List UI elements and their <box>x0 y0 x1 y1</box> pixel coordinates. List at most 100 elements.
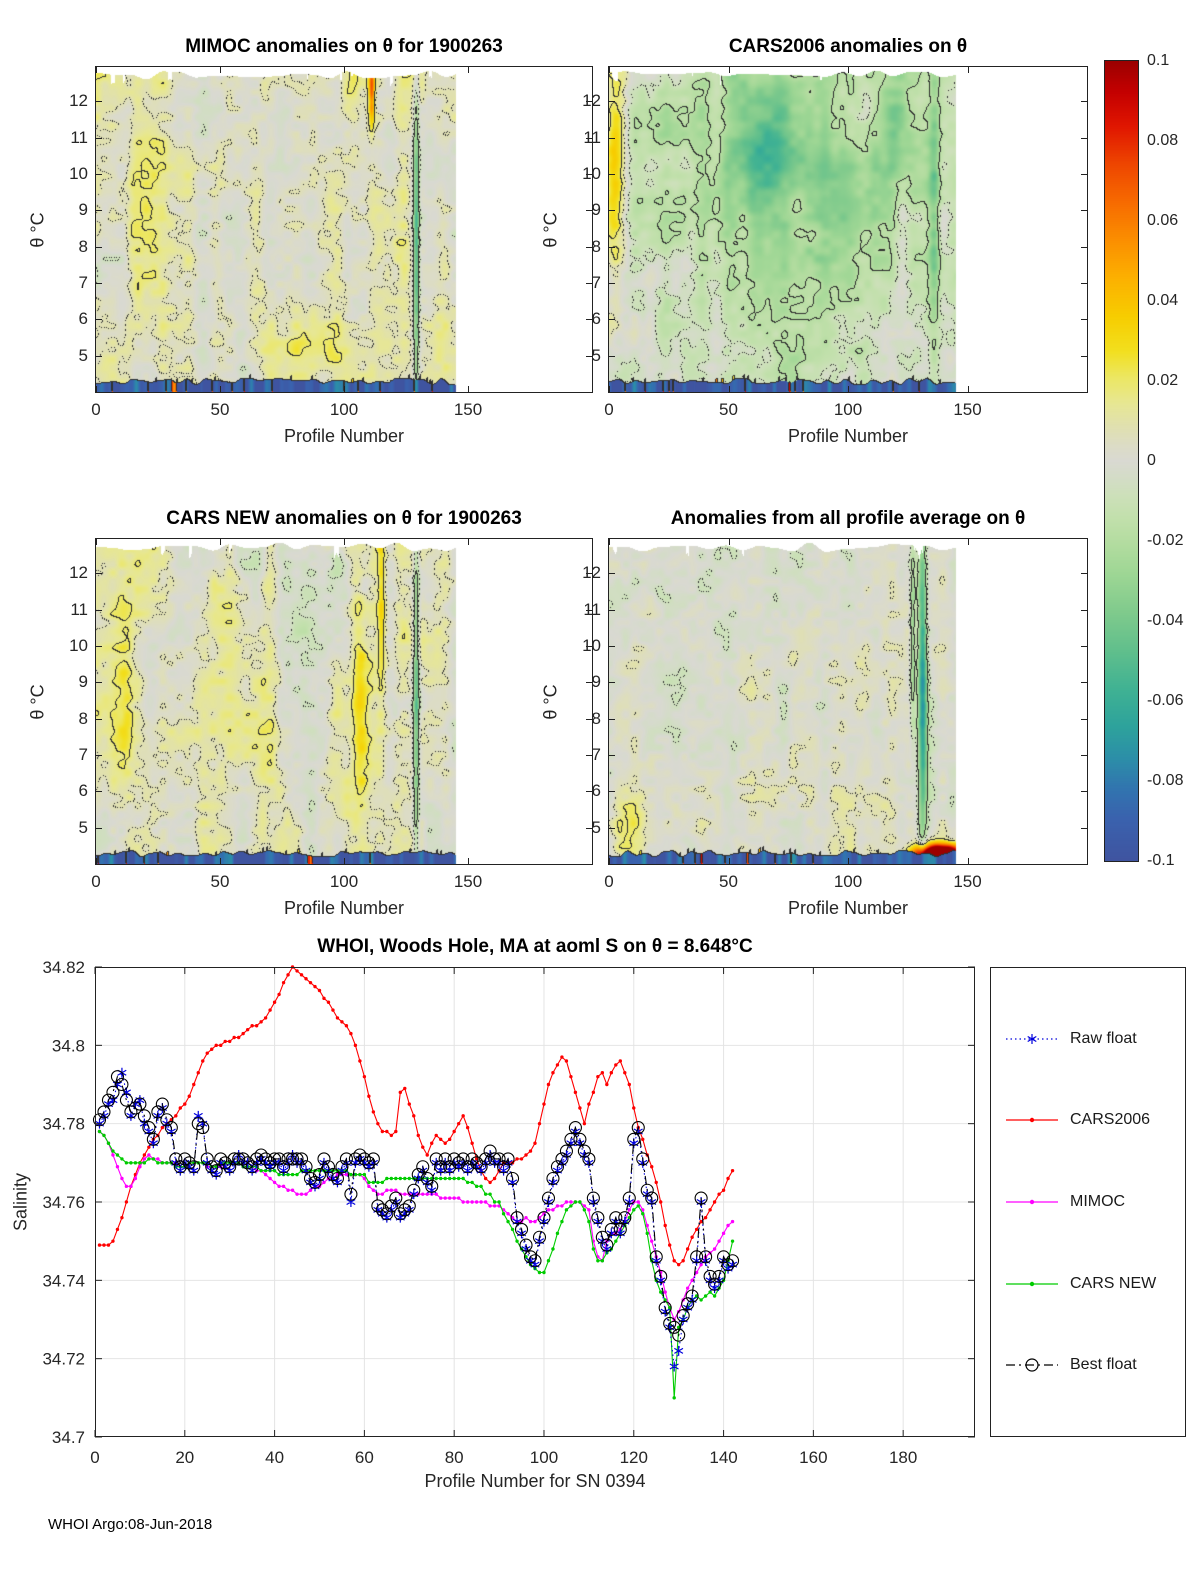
y-tick-label: 11 <box>583 127 601 147</box>
colorbar-tick-label: 0.08 <box>1147 132 1179 149</box>
legend-label: Best float <box>1070 1356 1137 1374</box>
x-tick-mark <box>96 386 97 392</box>
y-tick-mark <box>1081 283 1087 285</box>
legend-item-raw-float: Raw float <box>1003 1026 1179 1052</box>
y-tick-mark <box>96 718 102 720</box>
y-tick-label: 5 <box>78 345 88 365</box>
panel-title: CARS2006 anomalies on θ <box>728 36 968 57</box>
colorbar-tick-label: -0.1 <box>1147 852 1175 869</box>
y-tick-mark <box>586 101 592 103</box>
x-tick-mark <box>848 386 849 392</box>
chart-legend: Raw float CARS2006 MIMOC CARS NEW Best float <box>990 967 1186 1437</box>
contour-canvas <box>609 67 1087 392</box>
y-tick-mark <box>1081 609 1087 611</box>
legend-sample-dot-icon <box>1006 1118 1058 1123</box>
x-tick-mark <box>609 858 610 864</box>
series-line-cars2006 <box>99 966 734 1266</box>
y-tick-label: 5 <box>591 817 601 837</box>
plot-border <box>95 967 975 1437</box>
y-tick-mark <box>586 682 592 684</box>
y-tick-label: 11 <box>70 127 88 147</box>
x-tick-mark <box>96 539 97 545</box>
x-tick-label: 0 <box>91 872 101 891</box>
y-tick-mark <box>586 246 592 248</box>
y-tick-mark <box>96 355 102 357</box>
y-tick-mark <box>609 682 615 684</box>
series-markers-asterisk <box>94 1067 738 1372</box>
salinity-chart: WHOI, Woods Hole, MA at aoml S on θ = 8.… <box>11 936 975 1491</box>
x-tick-mark <box>96 858 97 864</box>
x-axis-label: Profile Number <box>787 426 909 446</box>
y-tick-label: 9 <box>78 672 88 692</box>
x-tick-mark <box>728 539 730 545</box>
y-tick-label: 12 <box>582 91 601 111</box>
legend-item-cars-new: CARS NEW <box>1003 1271 1179 1297</box>
y-tick-mark <box>96 573 102 575</box>
x-tick-mark <box>220 67 221 73</box>
y-tick-mark <box>1081 646 1087 648</box>
x-tick-mark <box>967 67 969 73</box>
x-tick-mark <box>728 858 730 864</box>
colorbar-gradient <box>1105 61 1138 861</box>
legend-sample-dot-icon <box>1006 1281 1058 1286</box>
x-tick-label: 100 <box>833 872 863 891</box>
x-tick-label: 0 <box>604 872 614 891</box>
y-tick-mark <box>609 101 615 103</box>
x-tick-mark <box>848 858 849 864</box>
x-tick-label: 120 <box>620 1448 648 1467</box>
x-tick-mark <box>848 539 849 545</box>
x-tick-label: 40 <box>265 1448 284 1467</box>
x-tick-mark <box>728 386 730 392</box>
y-tick-mark <box>609 319 615 321</box>
x-tick-mark <box>609 67 610 73</box>
plot-area: 0 20 40 60 80 100 120 140 160 180 34.7 34.72 34.74 34… <box>42 958 975 1467</box>
x-tick-label: 100 <box>833 400 863 419</box>
y-tick-mark <box>609 646 615 648</box>
x-axis-label: Profile Number <box>283 898 405 918</box>
x-tick-mark <box>220 539 221 545</box>
y-tick-label: 5 <box>78 817 88 837</box>
y-tick-mark <box>586 210 592 212</box>
x-tick-mark <box>96 67 97 73</box>
x-tick-mark <box>344 386 345 392</box>
x-tick-mark <box>967 539 969 545</box>
x-tick-label: 60 <box>355 1448 374 1467</box>
x-tick-mark <box>468 67 469 73</box>
x-tick-label: 100 <box>530 1448 558 1467</box>
x-tick-mark <box>220 858 221 864</box>
y-tick-mark <box>609 246 615 248</box>
panel-title: MIMOC anomalies on θ for 1900263 <box>185 36 503 57</box>
x-tick-label: 150 <box>953 872 982 891</box>
x-tick-label: 180 <box>889 1448 917 1467</box>
y-tick-label: 12 <box>69 91 88 111</box>
y-tick-mark <box>609 137 615 139</box>
footer-text: WHOI Argo:08-Jun-2018 <box>48 1516 213 1533</box>
legend-item-mimoc: MIMOC <box>1003 1189 1179 1215</box>
colorbar-tick-label: -0.02 <box>1147 532 1184 549</box>
y-tick-mark <box>609 210 615 212</box>
x-axis-label: Profile Number <box>283 426 405 446</box>
x-tick-label: 150 <box>953 400 982 419</box>
y-tick-label: 6 <box>591 309 601 329</box>
y-tick-mark <box>609 609 615 611</box>
contour-panel-carsnew: CARS NEW anomalies on θ for 1900263 θ °C… <box>28 508 593 918</box>
y-tick-mark <box>1081 718 1087 720</box>
x-tick-mark <box>344 67 345 73</box>
x-tick-label: 50 <box>719 872 738 891</box>
y-tick-mark <box>586 755 592 757</box>
y-tick-label: 9 <box>591 200 601 220</box>
x-tick-label: 50 <box>210 400 230 419</box>
y-tick-mark <box>586 827 592 829</box>
x-tick-label: 20 <box>175 1448 194 1467</box>
y-tick-mark <box>586 319 592 321</box>
x-tick-mark <box>967 386 969 392</box>
y-tick-mark <box>609 174 615 176</box>
y-tick-mark <box>586 573 592 575</box>
y-axis-label: θ °C <box>540 211 561 248</box>
series-line-cars-new <box>99 1131 734 1398</box>
y-tick-label: 5 <box>591 345 601 365</box>
y-tick-mark <box>1081 246 1087 248</box>
contour-canvas <box>96 67 592 392</box>
y-tick-label: 12 <box>69 563 88 583</box>
x-tick-label: 80 <box>445 1448 464 1467</box>
